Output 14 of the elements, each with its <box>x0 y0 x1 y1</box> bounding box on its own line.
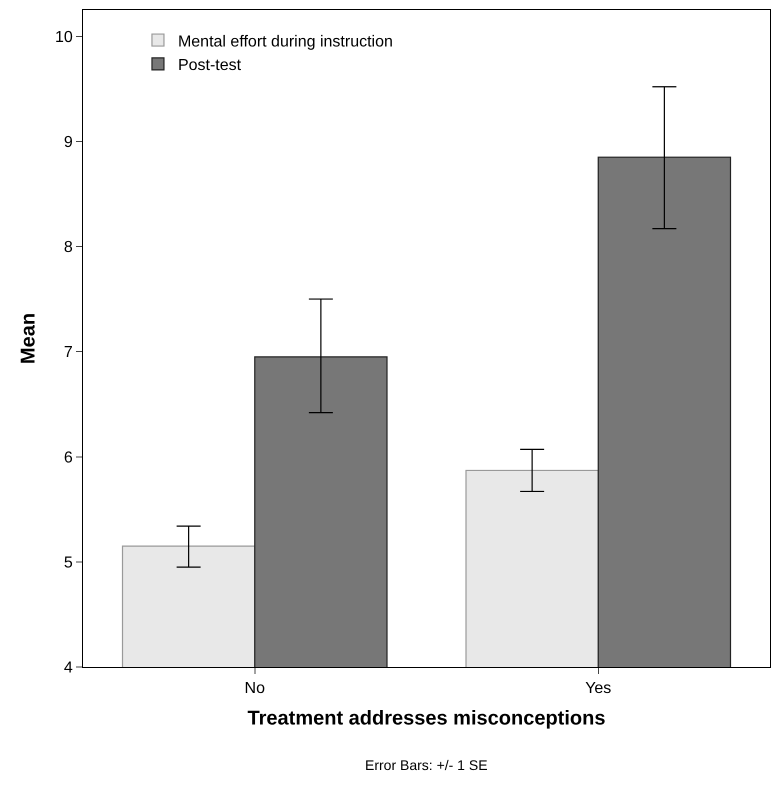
y-axis-title: Mean <box>18 312 40 364</box>
y-tick-label: 6 <box>64 449 73 466</box>
y-tick-label: 5 <box>64 554 73 572</box>
y-tick-label: 8 <box>64 239 73 256</box>
x-axis-title: Treatment addresses misconceptions <box>248 708 606 730</box>
y-tick-label: 4 <box>64 660 73 677</box>
text: Error Bars: +/- 1 SE <box>365 757 488 773</box>
y-tick-label: 10 <box>55 28 73 46</box>
y-tick-label: 7 <box>64 344 73 362</box>
x-tick-label: No <box>244 680 266 698</box>
legend-label: Post-test <box>178 57 242 74</box>
y-tick-label: 9 <box>64 134 73 151</box>
legend-label: Mental effort during instruction <box>178 33 393 50</box>
x-tick-label: Yes <box>585 680 612 698</box>
